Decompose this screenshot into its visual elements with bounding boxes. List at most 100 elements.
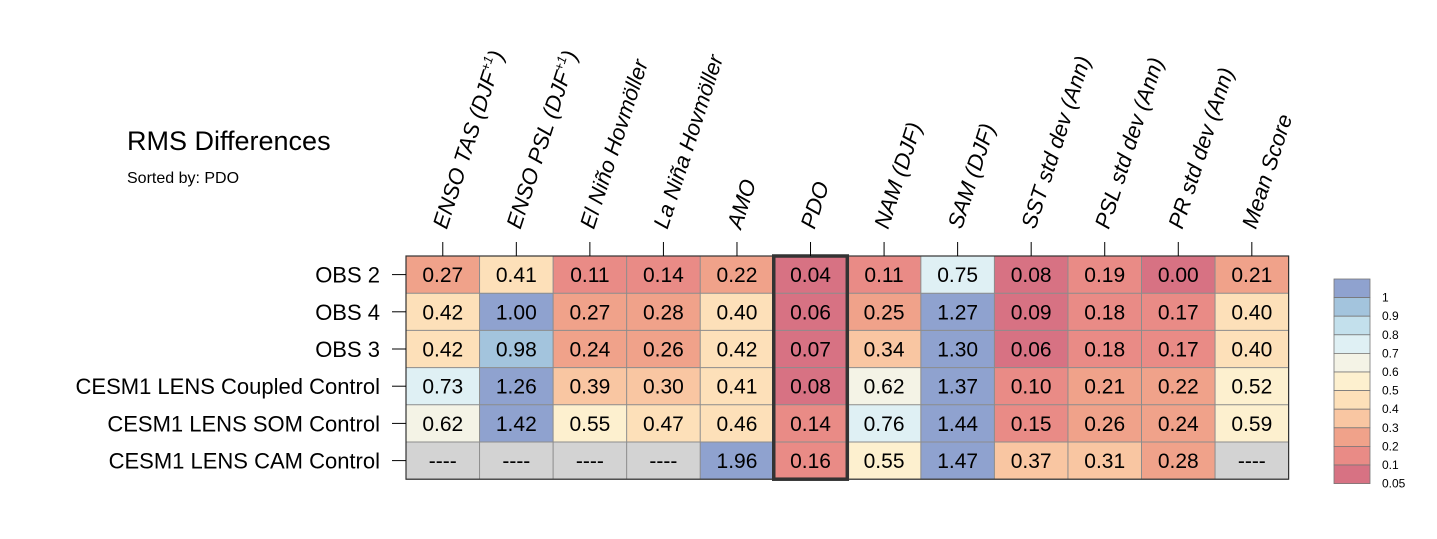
cell-value-label: 1.44 xyxy=(937,413,978,436)
heatmap-cell xyxy=(626,256,701,294)
column-label: NAM (DJF) xyxy=(869,119,927,231)
cell-value-label: 0.19 xyxy=(1084,264,1125,287)
heatmap-cell xyxy=(553,367,627,405)
heatmap-cell xyxy=(994,442,1068,480)
legend-label: 0.1 xyxy=(1382,458,1399,472)
heatmap-cell xyxy=(920,367,995,405)
heatmap-cell xyxy=(479,330,554,368)
heatmap-cell xyxy=(700,442,774,480)
cell-value-label: 0.04 xyxy=(790,264,831,287)
heatmap-cell xyxy=(1141,442,1216,480)
column-label: PR std dev (Ann) xyxy=(1163,65,1239,232)
cell-value-label: 0.15 xyxy=(1011,413,1052,436)
legend-label: 0.7 xyxy=(1382,346,1399,360)
cell-value-label: 0.21 xyxy=(1084,376,1125,399)
heatmap-cell xyxy=(1215,330,1289,368)
heatmap-cell xyxy=(406,256,480,294)
cell-value-label: 0.08 xyxy=(790,376,831,399)
cell-value-label: 0.28 xyxy=(643,301,684,324)
column-labels: ENSO TAS (DJF+1)ENSO PSL (DJF+1)El Niño … xyxy=(428,47,1297,256)
cell-value-label: 1.27 xyxy=(937,301,978,324)
heatmap-cell xyxy=(553,442,627,480)
cell-value-label: 0.62 xyxy=(864,376,905,399)
row-label: OBS 2 xyxy=(315,263,380,288)
heatmap-cells: 0.27 0.41 0.11 0.14 0.22 0.04 0.11 0.75 0.08 0.19… xyxy=(406,256,1289,480)
heatmap-cell xyxy=(847,404,921,442)
heatmap-cell xyxy=(920,404,995,442)
heatmap-cell xyxy=(1215,404,1289,442)
cell-value-label: 0.11 xyxy=(864,264,903,287)
cell-value-label: 0.47 xyxy=(643,413,684,436)
legend-label: 0.9 xyxy=(1382,309,1399,323)
heatmap-cell xyxy=(773,404,848,442)
cell-value-label: 0.11 xyxy=(570,264,609,287)
heatmap-cell xyxy=(847,367,921,405)
column-label: PSL std dev (Ann) xyxy=(1090,54,1169,231)
cell-value-label: 0.62 xyxy=(422,413,463,436)
heatmap-cell xyxy=(994,330,1068,368)
row-label: CESM1 LENS SOM Control xyxy=(107,411,380,436)
cell-value-label: 0.46 xyxy=(717,413,758,436)
legend-label: 0.6 xyxy=(1382,365,1399,379)
cell-value-label: 0.40 xyxy=(717,301,758,324)
cell-value-label: 0.18 xyxy=(1084,339,1125,362)
heatmap-cell xyxy=(847,330,921,368)
legend-swatch xyxy=(1333,334,1371,354)
cell-value-label: 0.08 xyxy=(1011,264,1052,287)
cell-value-label: 0.17 xyxy=(1158,339,1199,362)
heatmap-cell xyxy=(773,442,848,480)
row-label: CESM1 LENS Coupled Control xyxy=(76,374,380,399)
heatmap-cell xyxy=(626,330,701,368)
column-label: El Niño Hovmöller xyxy=(575,55,654,232)
cell-value-label: 0.30 xyxy=(643,376,684,399)
cell-value-label: ---- xyxy=(429,450,457,473)
heatmap-cell xyxy=(1067,404,1142,442)
cell-value-label: 0.18 xyxy=(1084,301,1125,324)
row-label: CESM1 LENS CAM Control xyxy=(109,449,380,474)
column-label: La Niña Hovmöller xyxy=(648,50,728,231)
cell-value-label: 0.34 xyxy=(864,339,905,362)
chart-title: RMS Differences xyxy=(127,126,331,156)
heatmap-cell xyxy=(626,367,701,405)
heatmap-cell xyxy=(700,404,774,442)
heatmap-cell xyxy=(773,293,848,331)
color-legend: 1 0.9 0.8 0.7 0.6 0.5 0.4 0.3 0.2 0.1 0.05 xyxy=(1333,278,1406,491)
heatmap-gridlines xyxy=(405,254,1290,481)
cell-value-label: 0.41 xyxy=(717,376,758,399)
cell-value-label: 0.27 xyxy=(569,301,610,324)
cell-value-label: 0.06 xyxy=(790,301,831,324)
heatmap-cell xyxy=(920,330,995,368)
heatmap-cell xyxy=(479,404,554,442)
heatmap-cell xyxy=(406,404,480,442)
heatmap-cell xyxy=(847,256,921,294)
heatmap-cell xyxy=(1141,367,1216,405)
cell-value-label: ---- xyxy=(576,450,604,473)
heatmap-cell xyxy=(626,442,701,480)
legend-swatch xyxy=(1333,408,1371,429)
heatmap-cell xyxy=(700,256,774,294)
heatmap-cell xyxy=(479,367,554,405)
cell-value-label: ---- xyxy=(1238,450,1266,473)
cell-value-label: ---- xyxy=(649,450,677,473)
cell-value-label: 0.42 xyxy=(422,301,463,324)
chart-subtitle: Sorted by: PDO xyxy=(127,170,240,187)
legend-label: 0.4 xyxy=(1382,402,1399,416)
cell-value-label: 1.96 xyxy=(717,450,758,473)
heatmap-cell xyxy=(1141,404,1216,442)
column-label: SAM (DJF) xyxy=(943,120,1000,231)
column-label: SST std dev (Ann) xyxy=(1016,53,1095,232)
heatmap-cell xyxy=(626,404,701,442)
heatmap-cell xyxy=(479,442,554,480)
cell-value-label: 0.10 xyxy=(1011,376,1052,399)
cell-value-label: 1.47 xyxy=(937,450,978,473)
legend-label: 0.2 xyxy=(1382,439,1399,453)
cell-value-label: 1.26 xyxy=(496,376,537,399)
legend-label: 0.3 xyxy=(1382,421,1399,435)
heatmap-cell xyxy=(1215,367,1289,405)
legend-swatch xyxy=(1333,464,1371,485)
row-label: OBS 3 xyxy=(315,337,380,362)
cell-value-label: 0.07 xyxy=(790,339,831,362)
cell-value-label: 0.16 xyxy=(790,450,831,473)
cell-value-label: 0.40 xyxy=(1231,339,1272,362)
cell-value-label: 0.27 xyxy=(422,264,463,287)
